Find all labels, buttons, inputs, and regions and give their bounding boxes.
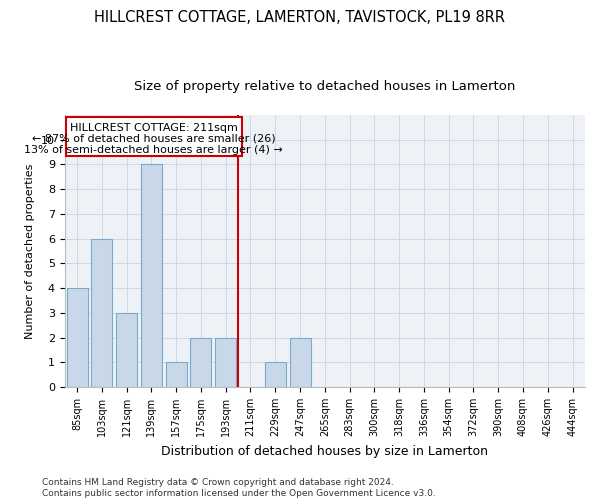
Bar <box>91 238 112 387</box>
Bar <box>190 338 211 387</box>
Title: Size of property relative to detached houses in Lamerton: Size of property relative to detached ho… <box>134 80 515 93</box>
Bar <box>166 362 187 387</box>
Bar <box>67 288 88 387</box>
FancyBboxPatch shape <box>66 118 242 156</box>
Text: Contains HM Land Registry data © Crown copyright and database right 2024.
Contai: Contains HM Land Registry data © Crown c… <box>42 478 436 498</box>
X-axis label: Distribution of detached houses by size in Lamerton: Distribution of detached houses by size … <box>161 444 488 458</box>
Bar <box>215 338 236 387</box>
Bar <box>265 362 286 387</box>
Bar <box>141 164 162 387</box>
Text: HILLCREST COTTAGE, LAMERTON, TAVISTOCK, PL19 8RR: HILLCREST COTTAGE, LAMERTON, TAVISTOCK, … <box>95 10 505 25</box>
Bar <box>290 338 311 387</box>
Text: HILLCREST COTTAGE: 211sqm: HILLCREST COTTAGE: 211sqm <box>70 123 238 133</box>
Bar <box>116 313 137 387</box>
Y-axis label: Number of detached properties: Number of detached properties <box>25 164 35 338</box>
Text: 13% of semi-detached houses are larger (4) →: 13% of semi-detached houses are larger (… <box>25 145 283 155</box>
Text: ← 87% of detached houses are smaller (26): ← 87% of detached houses are smaller (26… <box>32 134 275 144</box>
